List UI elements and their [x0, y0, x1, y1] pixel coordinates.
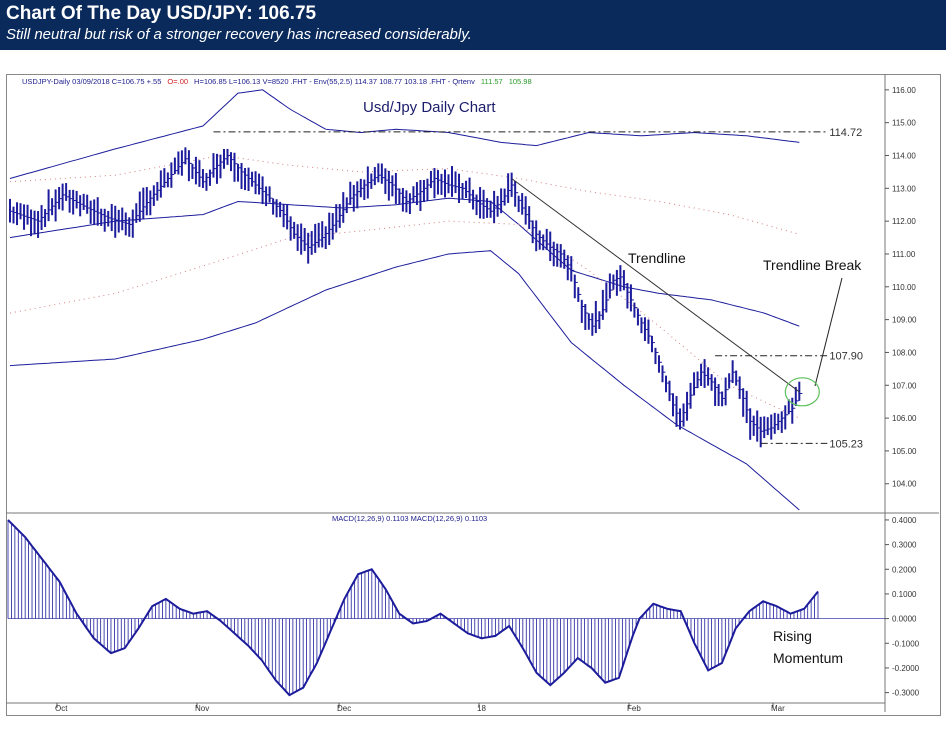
macd-y-tick-label: -0.2000	[892, 664, 920, 673]
info-segment: 111.57	[481, 77, 503, 86]
macd-y-tick-label: 0.4000	[892, 516, 917, 525]
chart-title: Usd/Jpy Daily Chart	[363, 99, 496, 116]
y-tick-label: 111.00	[892, 250, 916, 259]
info-segment: H=106.85 L=106.13 V=8520 .FHT - Env(55,2…	[194, 77, 475, 86]
y-tick-label: 112.00	[892, 217, 916, 226]
x-tick-label: Mar	[771, 704, 785, 713]
rising-momentum-annotation: Rising	[773, 628, 812, 644]
rising-momentum-annotation: Momentum	[773, 650, 843, 666]
macd-line	[7, 519, 819, 697]
page-subtitle: Still neutral but risk of a stronger rec…	[6, 26, 472, 43]
x-tick-label: Oct	[55, 704, 68, 713]
price-panel: USDJPY-Daily 03/09/2018 C=106.75 +.55 O=.…	[6, 74, 939, 712]
envelope-upper-line	[9, 89, 800, 179]
trendline-break-annotation: Trendline Break	[763, 257, 862, 273]
y-tick-label: 113.00	[892, 184, 916, 193]
macd-y-tick-label: -0.1000	[892, 639, 920, 648]
x-tick-label: 18	[477, 704, 486, 713]
x-tick-label: Nov	[195, 704, 209, 713]
qrtenv-lower-line	[9, 220, 800, 419]
y-tick-label: 114.00	[892, 151, 916, 160]
y-tick-label: 110.00	[892, 283, 916, 292]
x-tick-label: Dec	[337, 704, 351, 713]
level-label: 114.72	[829, 127, 862, 139]
envelope-lower-line	[9, 250, 800, 511]
y-tick-label: 115.00	[892, 119, 916, 128]
break-pointer-line	[814, 277, 843, 387]
y-tick-label: 109.00	[892, 316, 917, 325]
info-segment: USDJPY-Daily 03/09/2018 C=106.75 +.55	[22, 77, 161, 86]
level-label: 107.90	[829, 351, 863, 363]
macd-info-line: MACD(12,26,9) 0.1103 MACD(12,26,9) 0.110…	[332, 514, 487, 523]
y-tick-label: 104.00	[892, 480, 917, 489]
trendline	[511, 178, 800, 393]
y-tick-label: 108.00	[892, 348, 917, 357]
macd-y-tick-label: 0.3000	[892, 541, 917, 550]
info-segment: O=.00	[167, 77, 188, 86]
y-tick-label: 116.00	[892, 86, 916, 95]
macd-y-tick-label: 0.1000	[892, 590, 917, 599]
page-title: Chart Of The Day USD/JPY: 106.75	[6, 3, 317, 24]
x-tick-label: Feb	[627, 704, 641, 713]
y-tick-label: 106.00	[892, 414, 917, 423]
price-info-line: USDJPY-Daily 03/09/2018 C=106.75 +.55 O=.…	[22, 77, 532, 86]
macd-y-tick-label: 0.2000	[892, 565, 917, 574]
break-circle	[784, 377, 820, 407]
trendline-annotation: Trendline	[628, 250, 686, 266]
macd-y-tick-label: -0.3000	[892, 689, 920, 698]
macd-y-tick-label: 0.0000	[892, 615, 917, 624]
header-banner: Chart Of The Day USD/JPY: 106.75 Still n…	[0, 0, 946, 50]
y-tick-label: 105.00	[892, 447, 917, 456]
y-tick-label: 107.00	[892, 381, 917, 390]
info-segment: 105.98	[509, 77, 532, 86]
level-label: 105.23	[829, 438, 863, 450]
macd-panel: Oct Nov Dec 18 Feb Mar MACD(12,26,9) 0.1103 MA…	[6, 514, 920, 713]
